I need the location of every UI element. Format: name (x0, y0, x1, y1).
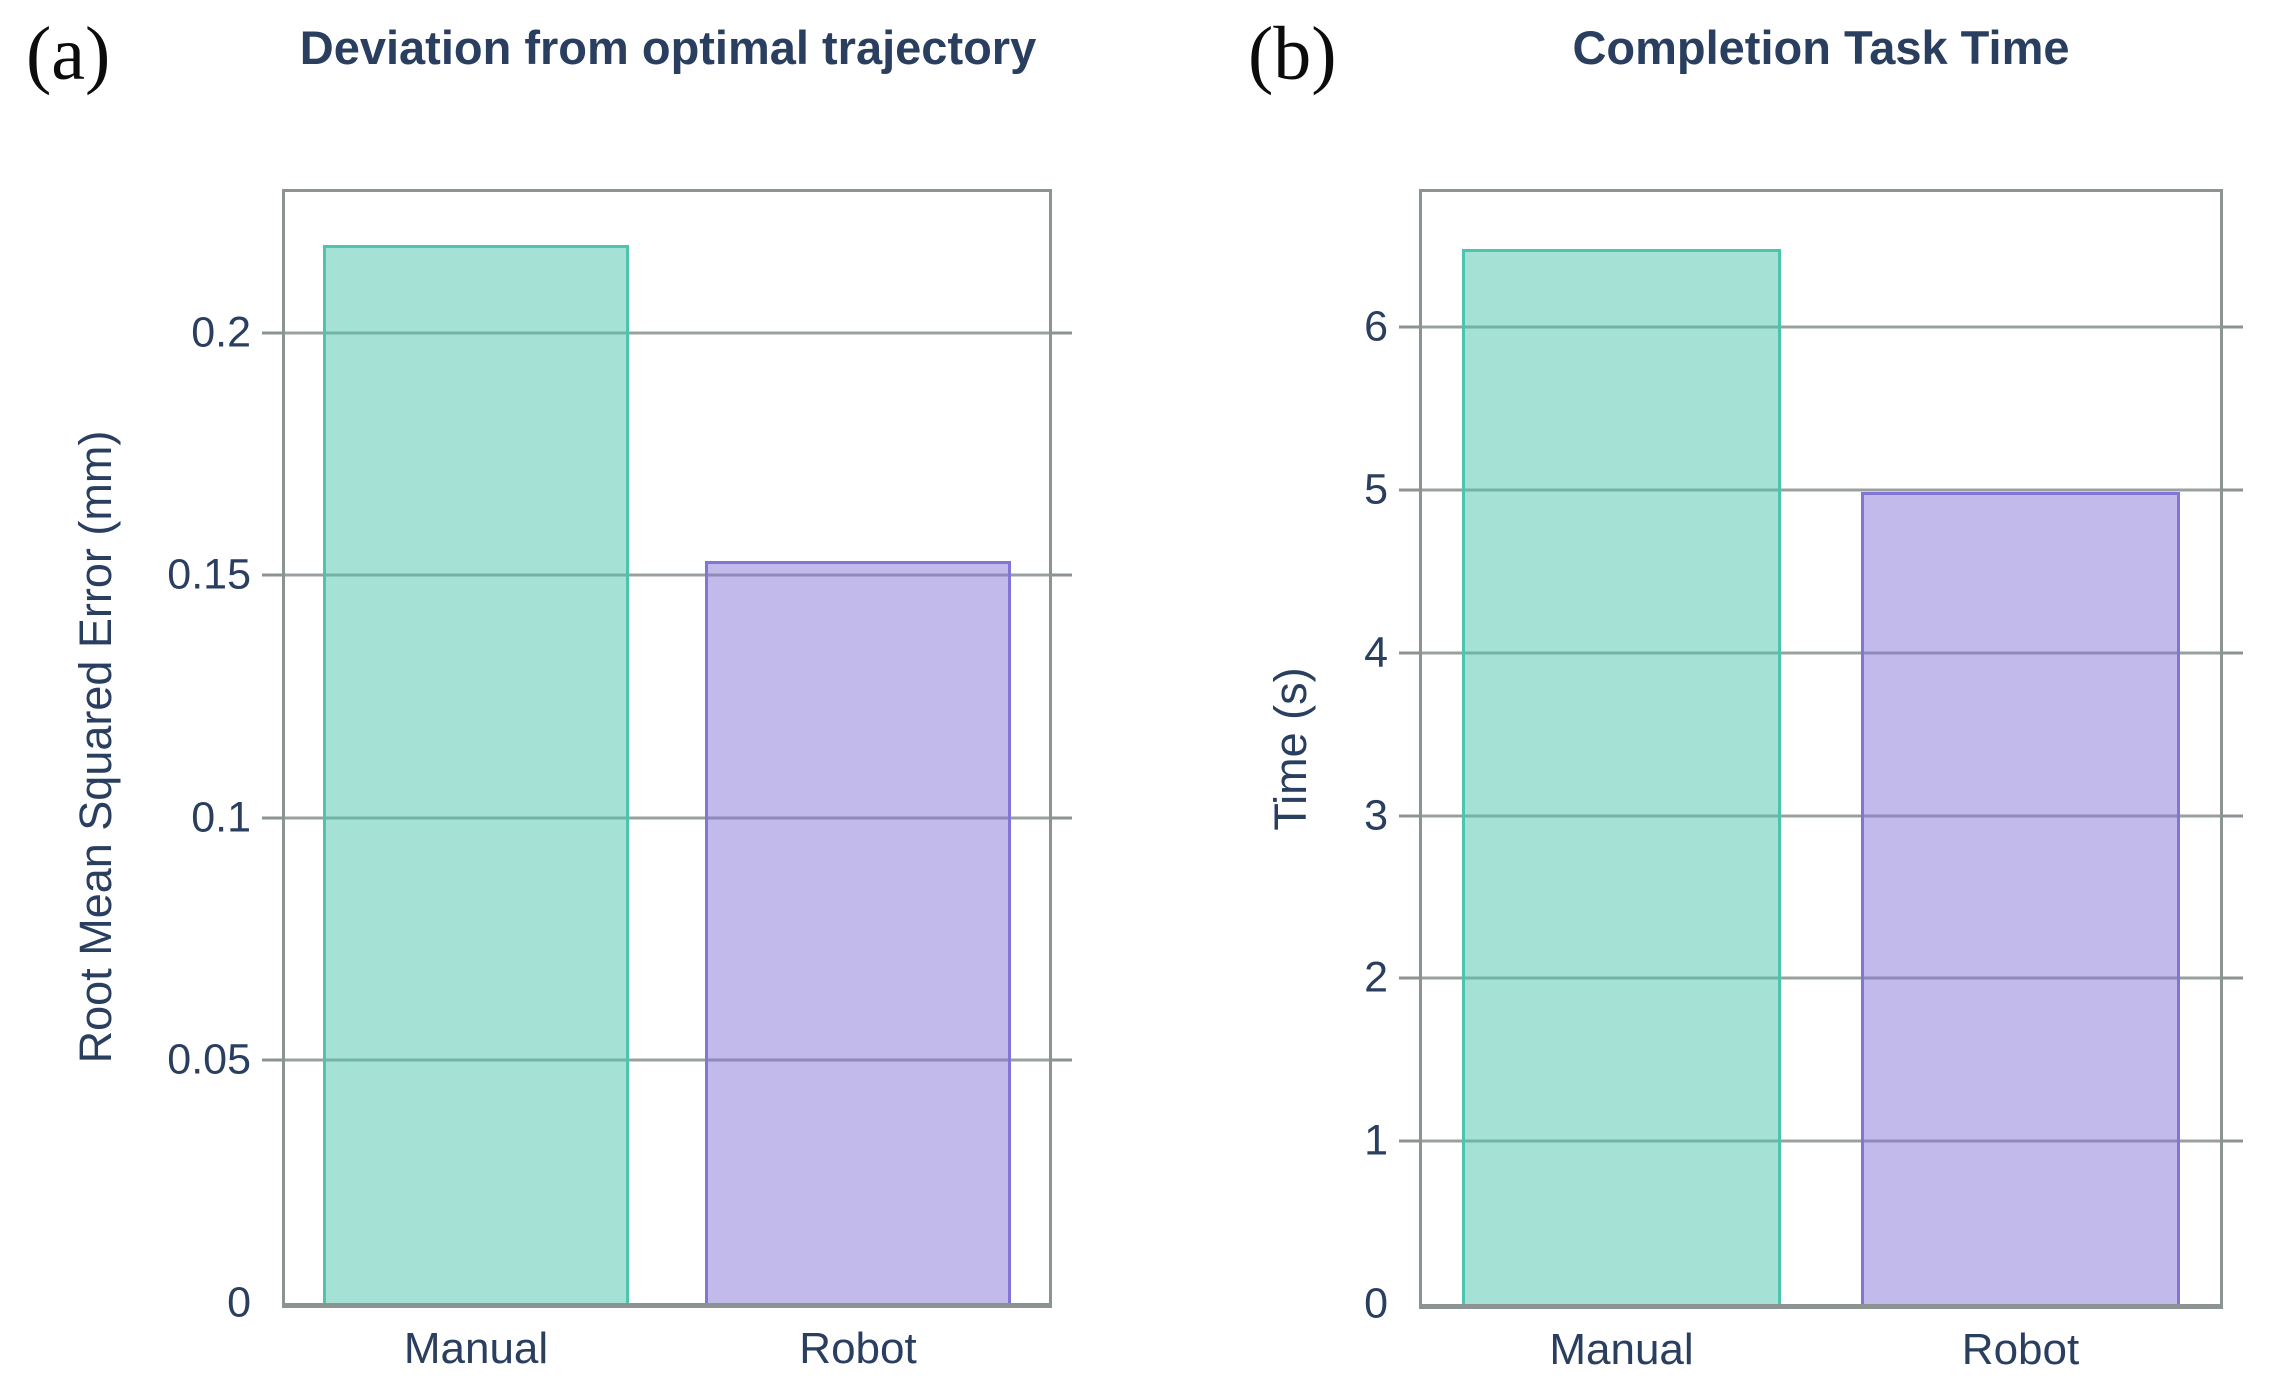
bar-robot (705, 560, 1011, 1303)
y-tick-label: 4 (1364, 628, 1388, 677)
x-category-label-robot: Robot (1961, 1325, 2080, 1374)
x-category-label-robot: Robot (799, 1324, 917, 1373)
y-axis-label-b: Time (s) (1265, 667, 1316, 831)
y-gridline (1422, 1139, 2220, 1143)
y-tick-mark-right (2223, 814, 2243, 818)
x-category-label-manual: Manual (1549, 1325, 1694, 1374)
y-tick-mark-right (1052, 573, 1072, 577)
y-tick-mark-left (262, 573, 282, 577)
y-tick-label: 0 (1364, 1279, 1388, 1328)
chart-title-a: Deviation from optimal trajectory (299, 21, 1037, 74)
y-tick-mark-left (1399, 488, 1419, 492)
y-tick-mark-right (2223, 651, 2243, 655)
y-tick-mark-right (1052, 331, 1072, 335)
y-tick-label: 0.15 (167, 550, 251, 599)
y-tick-label: 1 (1364, 1116, 1388, 1165)
panel-label-b: (b) (1248, 12, 1337, 96)
panel-label-a: (a) (26, 12, 111, 96)
y-tick-label: 0.05 (167, 1035, 251, 1084)
bar-manual (1461, 248, 1782, 1304)
y-gridline (1422, 325, 2220, 329)
y-tick-mark-left (1399, 1139, 1419, 1143)
y-tick-mark-right (2223, 1139, 2243, 1143)
plot-area-a: 0 0.05 0.1 0.15 0.2 Manual Robot (167, 189, 1072, 1371)
y-tick-mark-left (1399, 814, 1419, 818)
y-tick-mark-right (1052, 1058, 1072, 1062)
y-gridline (1422, 651, 2220, 655)
bar-robot (1860, 491, 2181, 1304)
y-gridline (285, 573, 1049, 577)
plot-area-b: 0 1 2 3 4 5 6 Manual Robot (1364, 189, 2243, 1372)
y-tick-mark-left (262, 331, 282, 335)
y-gridline (1422, 814, 2220, 818)
y-gridline (285, 331, 1049, 335)
y-tick-mark-left (262, 816, 282, 820)
y-axis-label-a: Root Mean Squared Error (mm) (70, 430, 121, 1064)
y-tick-mark-right (2223, 325, 2243, 329)
y-gridline (1422, 976, 2220, 980)
y-tick-label: 0 (227, 1278, 251, 1327)
y-tick-label: 6 (1364, 302, 1388, 351)
y-gridline (285, 816, 1049, 820)
y-tick-label: 3 (1364, 791, 1388, 840)
y-tick-mark-right (2223, 976, 2243, 980)
y-tick-mark-right (2223, 488, 2243, 492)
y-tick-label: 0.2 (191, 308, 251, 357)
y-tick-mark-left (262, 1058, 282, 1062)
y-tick-mark-left (1399, 651, 1419, 655)
bar-manual (323, 245, 629, 1303)
y-tick-mark-right (1052, 816, 1072, 820)
y-tick-mark-left (1399, 976, 1419, 980)
y-gridline (1422, 488, 2220, 492)
y-tick-label: 0.1 (191, 793, 251, 842)
y-tick-label: 2 (1364, 953, 1388, 1002)
chart-title-b: Completion Task Time (1572, 21, 2070, 74)
y-tick-mark-left (1399, 325, 1419, 329)
y-gridline (285, 1058, 1049, 1062)
x-category-label-manual: Manual (403, 1324, 549, 1373)
y-tick-label: 5 (1364, 465, 1388, 514)
